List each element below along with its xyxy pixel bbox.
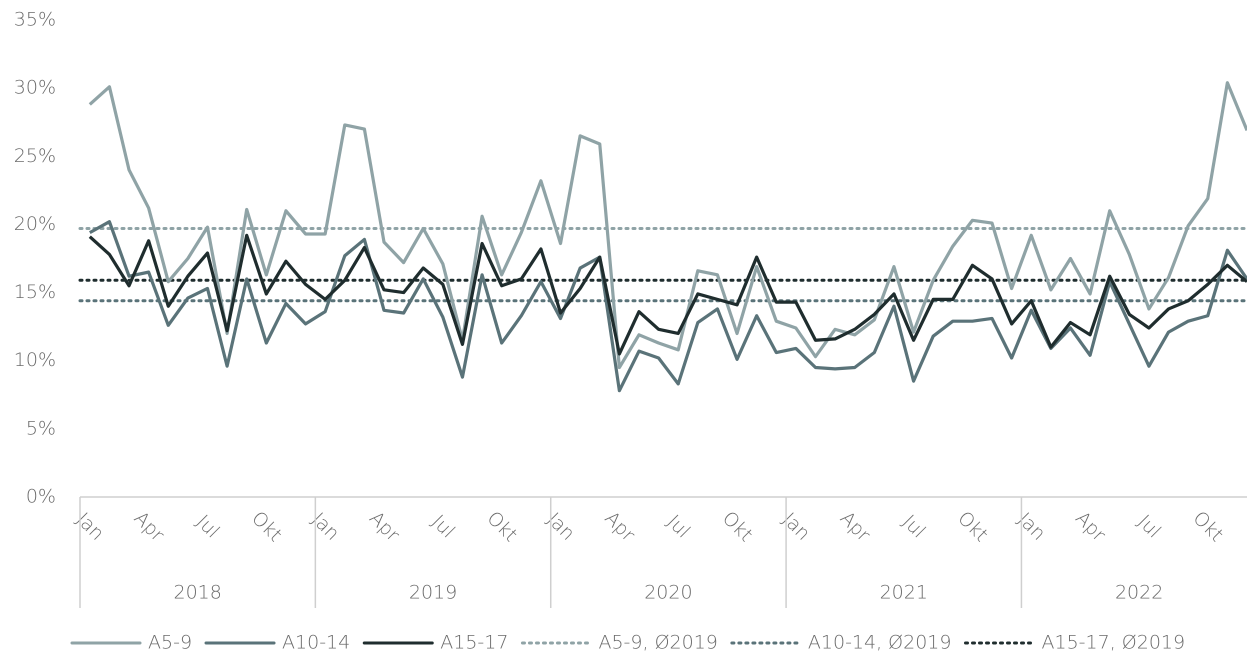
x-tick-label: Jan bbox=[543, 509, 579, 545]
x-tick-label: Jul bbox=[192, 511, 224, 543]
x-tick-label: Jan bbox=[778, 509, 814, 545]
x-tick-label: Jul bbox=[427, 511, 459, 543]
legend-label: A15-17, Ø2019 bbox=[1042, 632, 1186, 654]
legend-label: A15-17 bbox=[440, 632, 508, 654]
legend: A5-9 A10-14 A15-17 A5-9, Ø2019 A10-14, Ø2019… bbox=[70, 632, 1186, 654]
x-tick-label: Jul bbox=[1133, 511, 1165, 543]
year-label: 2022 bbox=[1115, 582, 1163, 604]
y-tick-label: 10% bbox=[14, 349, 56, 371]
y-tick-label: 35% bbox=[14, 9, 56, 31]
series-line bbox=[89, 220, 1247, 393]
year-label: 2020 bbox=[644, 582, 692, 604]
legend-label: A10-14 bbox=[282, 632, 350, 654]
x-tick-label: Okt bbox=[718, 507, 757, 546]
x-tick-label: Apr bbox=[365, 507, 404, 546]
x-tick-label: Jul bbox=[663, 511, 695, 543]
x-tick-label: Apr bbox=[130, 507, 169, 546]
series-line bbox=[88, 81, 1247, 370]
y-tick-label: 20% bbox=[14, 213, 56, 235]
x-tick-label: Jan bbox=[1013, 509, 1049, 545]
series-line bbox=[88, 233, 1247, 356]
x-tick-label: Jan bbox=[307, 509, 343, 545]
x-tick-label: Okt bbox=[1189, 507, 1228, 546]
x-tick-label: Okt bbox=[482, 507, 521, 546]
y-tick-label: 5% bbox=[26, 417, 56, 439]
year-label: 2021 bbox=[880, 582, 928, 604]
legend-label: A10-14, Ø2019 bbox=[808, 632, 952, 654]
year-label: 2019 bbox=[409, 582, 457, 604]
y-tick-label: 30% bbox=[14, 77, 56, 99]
year-label: 2018 bbox=[174, 582, 222, 604]
x-tick-label: Jul bbox=[898, 511, 930, 543]
x-tick-label: Okt bbox=[953, 507, 992, 546]
y-tick-label: 25% bbox=[14, 145, 56, 167]
x-tick-label: Okt bbox=[247, 507, 286, 546]
legend-label: A5-9, Ø2019 bbox=[598, 632, 717, 654]
x-tick-label: Jan bbox=[72, 509, 108, 545]
y-tick-label: 15% bbox=[14, 281, 56, 303]
x-tick-label: Apr bbox=[836, 507, 875, 546]
x-tick-label: Apr bbox=[600, 507, 639, 546]
x-tick-label: Apr bbox=[1071, 507, 1110, 546]
legend-label: A5-9 bbox=[148, 632, 192, 654]
y-tick-label: 0% bbox=[26, 486, 56, 508]
